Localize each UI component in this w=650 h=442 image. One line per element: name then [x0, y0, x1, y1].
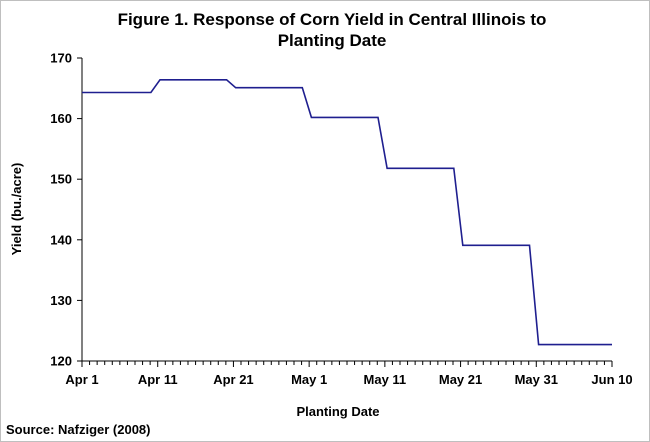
- y-tick-label: 160: [50, 111, 72, 126]
- y-tick-label: 140: [50, 232, 72, 247]
- y-tick-label: 150: [50, 172, 72, 187]
- x-tick-label: Apr 1: [65, 372, 98, 387]
- chart-title-line-1: Figure 1. Response of Corn Yield in Cent…: [118, 10, 547, 29]
- x-tick-label: Jun 10: [591, 372, 632, 387]
- x-axis: Apr 1 Apr 11 Apr 21 May 1 May 11 May 21 May 31…: [65, 360, 633, 387]
- x-tick-label: Apr 11: [138, 372, 178, 387]
- y-axis-label: Yield (bu./acre): [9, 163, 24, 256]
- x-tick-label: May 21: [439, 372, 482, 387]
- x-tick-label: May 11: [364, 372, 407, 387]
- x-tick-label: May 31: [515, 372, 558, 387]
- y-axis: 120 130 140 150 160 170: [50, 51, 83, 369]
- x-tick-label: May 1: [291, 372, 327, 387]
- y-tick-label: 130: [50, 293, 72, 308]
- source-note: Source: Nafziger (2008): [6, 422, 151, 437]
- x-axis-label: Planting Date: [296, 404, 379, 419]
- y-tick-label: 170: [50, 51, 72, 66]
- x-tick-label: Apr 21: [213, 372, 253, 387]
- y-tick-label: 120: [50, 354, 72, 369]
- series-group: [81, 79, 613, 346]
- series-line: [82, 79, 612, 346]
- chart-title-line-2: Planting Date: [278, 31, 387, 50]
